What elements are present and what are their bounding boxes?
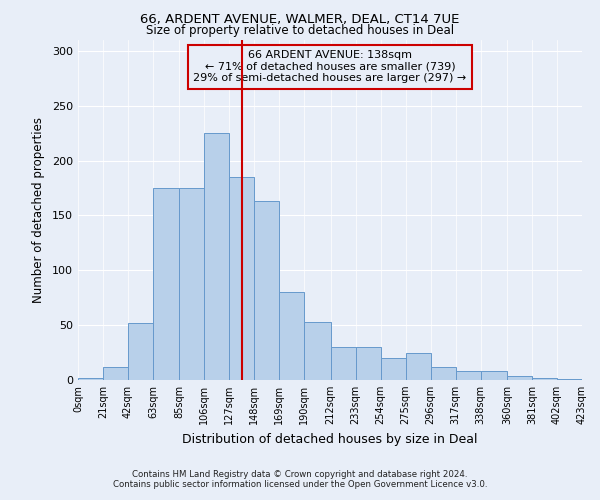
- Bar: [304, 322, 331, 380]
- Bar: [280, 292, 304, 380]
- Bar: [128, 323, 153, 380]
- Text: Size of property relative to detached houses in Deal: Size of property relative to detached ho…: [146, 24, 454, 37]
- Bar: [431, 367, 456, 380]
- Bar: [456, 371, 481, 380]
- Bar: [179, 188, 204, 380]
- Bar: [406, 352, 431, 380]
- Bar: [229, 177, 254, 380]
- Bar: [557, 379, 582, 380]
- Bar: [356, 347, 380, 380]
- Bar: [153, 188, 179, 380]
- Bar: [331, 347, 356, 380]
- Bar: [532, 378, 557, 380]
- Bar: [204, 133, 229, 380]
- Y-axis label: Number of detached properties: Number of detached properties: [32, 117, 45, 303]
- Bar: [103, 367, 128, 380]
- Bar: [481, 371, 507, 380]
- X-axis label: Distribution of detached houses by size in Deal: Distribution of detached houses by size …: [182, 432, 478, 446]
- Bar: [507, 376, 532, 380]
- Text: Contains HM Land Registry data © Crown copyright and database right 2024.
Contai: Contains HM Land Registry data © Crown c…: [113, 470, 487, 489]
- Text: 66, ARDENT AVENUE, WALMER, DEAL, CT14 7UE: 66, ARDENT AVENUE, WALMER, DEAL, CT14 7U…: [140, 12, 460, 26]
- Bar: [78, 378, 103, 380]
- Bar: [254, 201, 280, 380]
- Text: 66 ARDENT AVENUE: 138sqm
← 71% of detached houses are smaller (739)
29% of semi-: 66 ARDENT AVENUE: 138sqm ← 71% of detach…: [193, 50, 467, 84]
- Bar: [380, 358, 406, 380]
